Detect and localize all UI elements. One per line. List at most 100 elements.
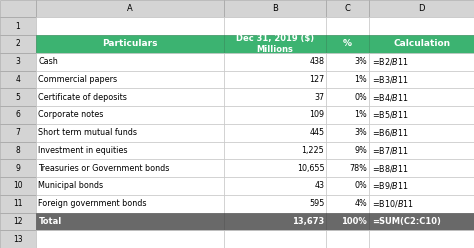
Text: 100%: 100% [341,217,367,226]
Bar [326,195,369,213]
Bar [0,88,36,106]
Text: Total: Total [38,217,62,226]
Text: 0%: 0% [355,181,367,190]
Bar [0,195,36,213]
Text: =B6/$B$11: =B6/$B$11 [372,127,409,138]
Bar [369,35,474,53]
Text: 1%: 1% [355,75,367,84]
Bar [369,159,474,177]
Bar [0,142,36,159]
Text: Investment in equities: Investment in equities [38,146,128,155]
Bar [36,17,224,35]
Text: =B3/$B$11: =B3/$B$11 [372,74,409,85]
Text: 10: 10 [13,181,23,190]
Text: 127: 127 [309,75,324,84]
Bar [224,195,326,213]
Text: Foreign government bonds: Foreign government bonds [38,199,147,208]
Bar [369,0,474,17]
Bar [369,142,474,159]
Text: 12: 12 [13,217,23,226]
Text: =B10/$B$11: =B10/$B$11 [372,198,414,209]
Bar [326,106,369,124]
Bar [0,35,36,53]
Text: 78%: 78% [349,164,367,173]
Bar [369,53,474,71]
Bar [0,124,36,142]
Bar [224,230,326,248]
Text: Cash: Cash [38,57,58,66]
Bar [0,71,36,88]
Text: A: A [127,4,133,13]
Bar [36,106,224,124]
Text: =B7/$B$11: =B7/$B$11 [372,145,409,156]
Bar [369,17,474,35]
Bar [0,230,36,248]
Text: 4: 4 [15,75,20,84]
Bar [326,230,369,248]
Text: 2: 2 [15,39,20,48]
Bar [326,53,369,71]
Text: Certificate of deposits: Certificate of deposits [38,93,127,102]
Bar [224,213,326,230]
Text: =B8/$B$11: =B8/$B$11 [372,163,409,174]
Text: 5: 5 [15,93,20,102]
Bar [36,53,224,71]
Text: 445: 445 [309,128,324,137]
Bar [0,177,36,195]
Bar [369,177,474,195]
Text: 438: 438 [310,57,324,66]
Text: 9: 9 [15,164,20,173]
Text: =B5/$B$11: =B5/$B$11 [372,109,409,121]
Text: Treasuries or Government bonds: Treasuries or Government bonds [38,164,170,173]
Bar [36,124,224,142]
Bar [326,159,369,177]
Text: 13: 13 [13,235,23,244]
Text: 1,225: 1,225 [301,146,324,155]
Text: Municipal bonds: Municipal bonds [38,181,103,190]
Bar [0,17,36,35]
Bar [326,142,369,159]
Bar [326,35,369,53]
Text: B: B [272,4,278,13]
Bar [326,71,369,88]
Bar [369,230,474,248]
Bar [36,230,224,248]
Bar [369,88,474,106]
Bar [369,124,474,142]
Text: 37: 37 [314,93,324,102]
Bar [0,106,36,124]
Bar [224,0,326,17]
Text: 0%: 0% [355,93,367,102]
Bar [36,213,224,230]
Bar [224,106,326,124]
Text: Commercial papers: Commercial papers [38,75,118,84]
Text: Calculation: Calculation [393,39,450,48]
Bar [369,195,474,213]
Text: Corporate notes: Corporate notes [38,110,104,120]
Bar [326,124,369,142]
Bar [0,159,36,177]
Bar [326,17,369,35]
Bar [36,35,224,53]
Bar [224,124,326,142]
Text: 9%: 9% [355,146,367,155]
Text: Short term mutual funds: Short term mutual funds [38,128,137,137]
Text: 7: 7 [15,128,20,137]
Bar [0,213,36,230]
Text: Particulars: Particulars [102,39,157,48]
Text: 10,655: 10,655 [297,164,324,173]
Bar [224,71,326,88]
Bar [224,177,326,195]
Bar [224,159,326,177]
Bar [36,195,224,213]
Text: 13,673: 13,673 [292,217,324,226]
Bar [224,53,326,71]
Bar [326,0,369,17]
Bar [369,213,474,230]
Bar [224,17,326,35]
Text: =B4/$B$11: =B4/$B$11 [372,92,409,103]
Bar [36,177,224,195]
Text: 1: 1 [15,22,20,31]
Bar [224,35,326,53]
Bar [224,142,326,159]
